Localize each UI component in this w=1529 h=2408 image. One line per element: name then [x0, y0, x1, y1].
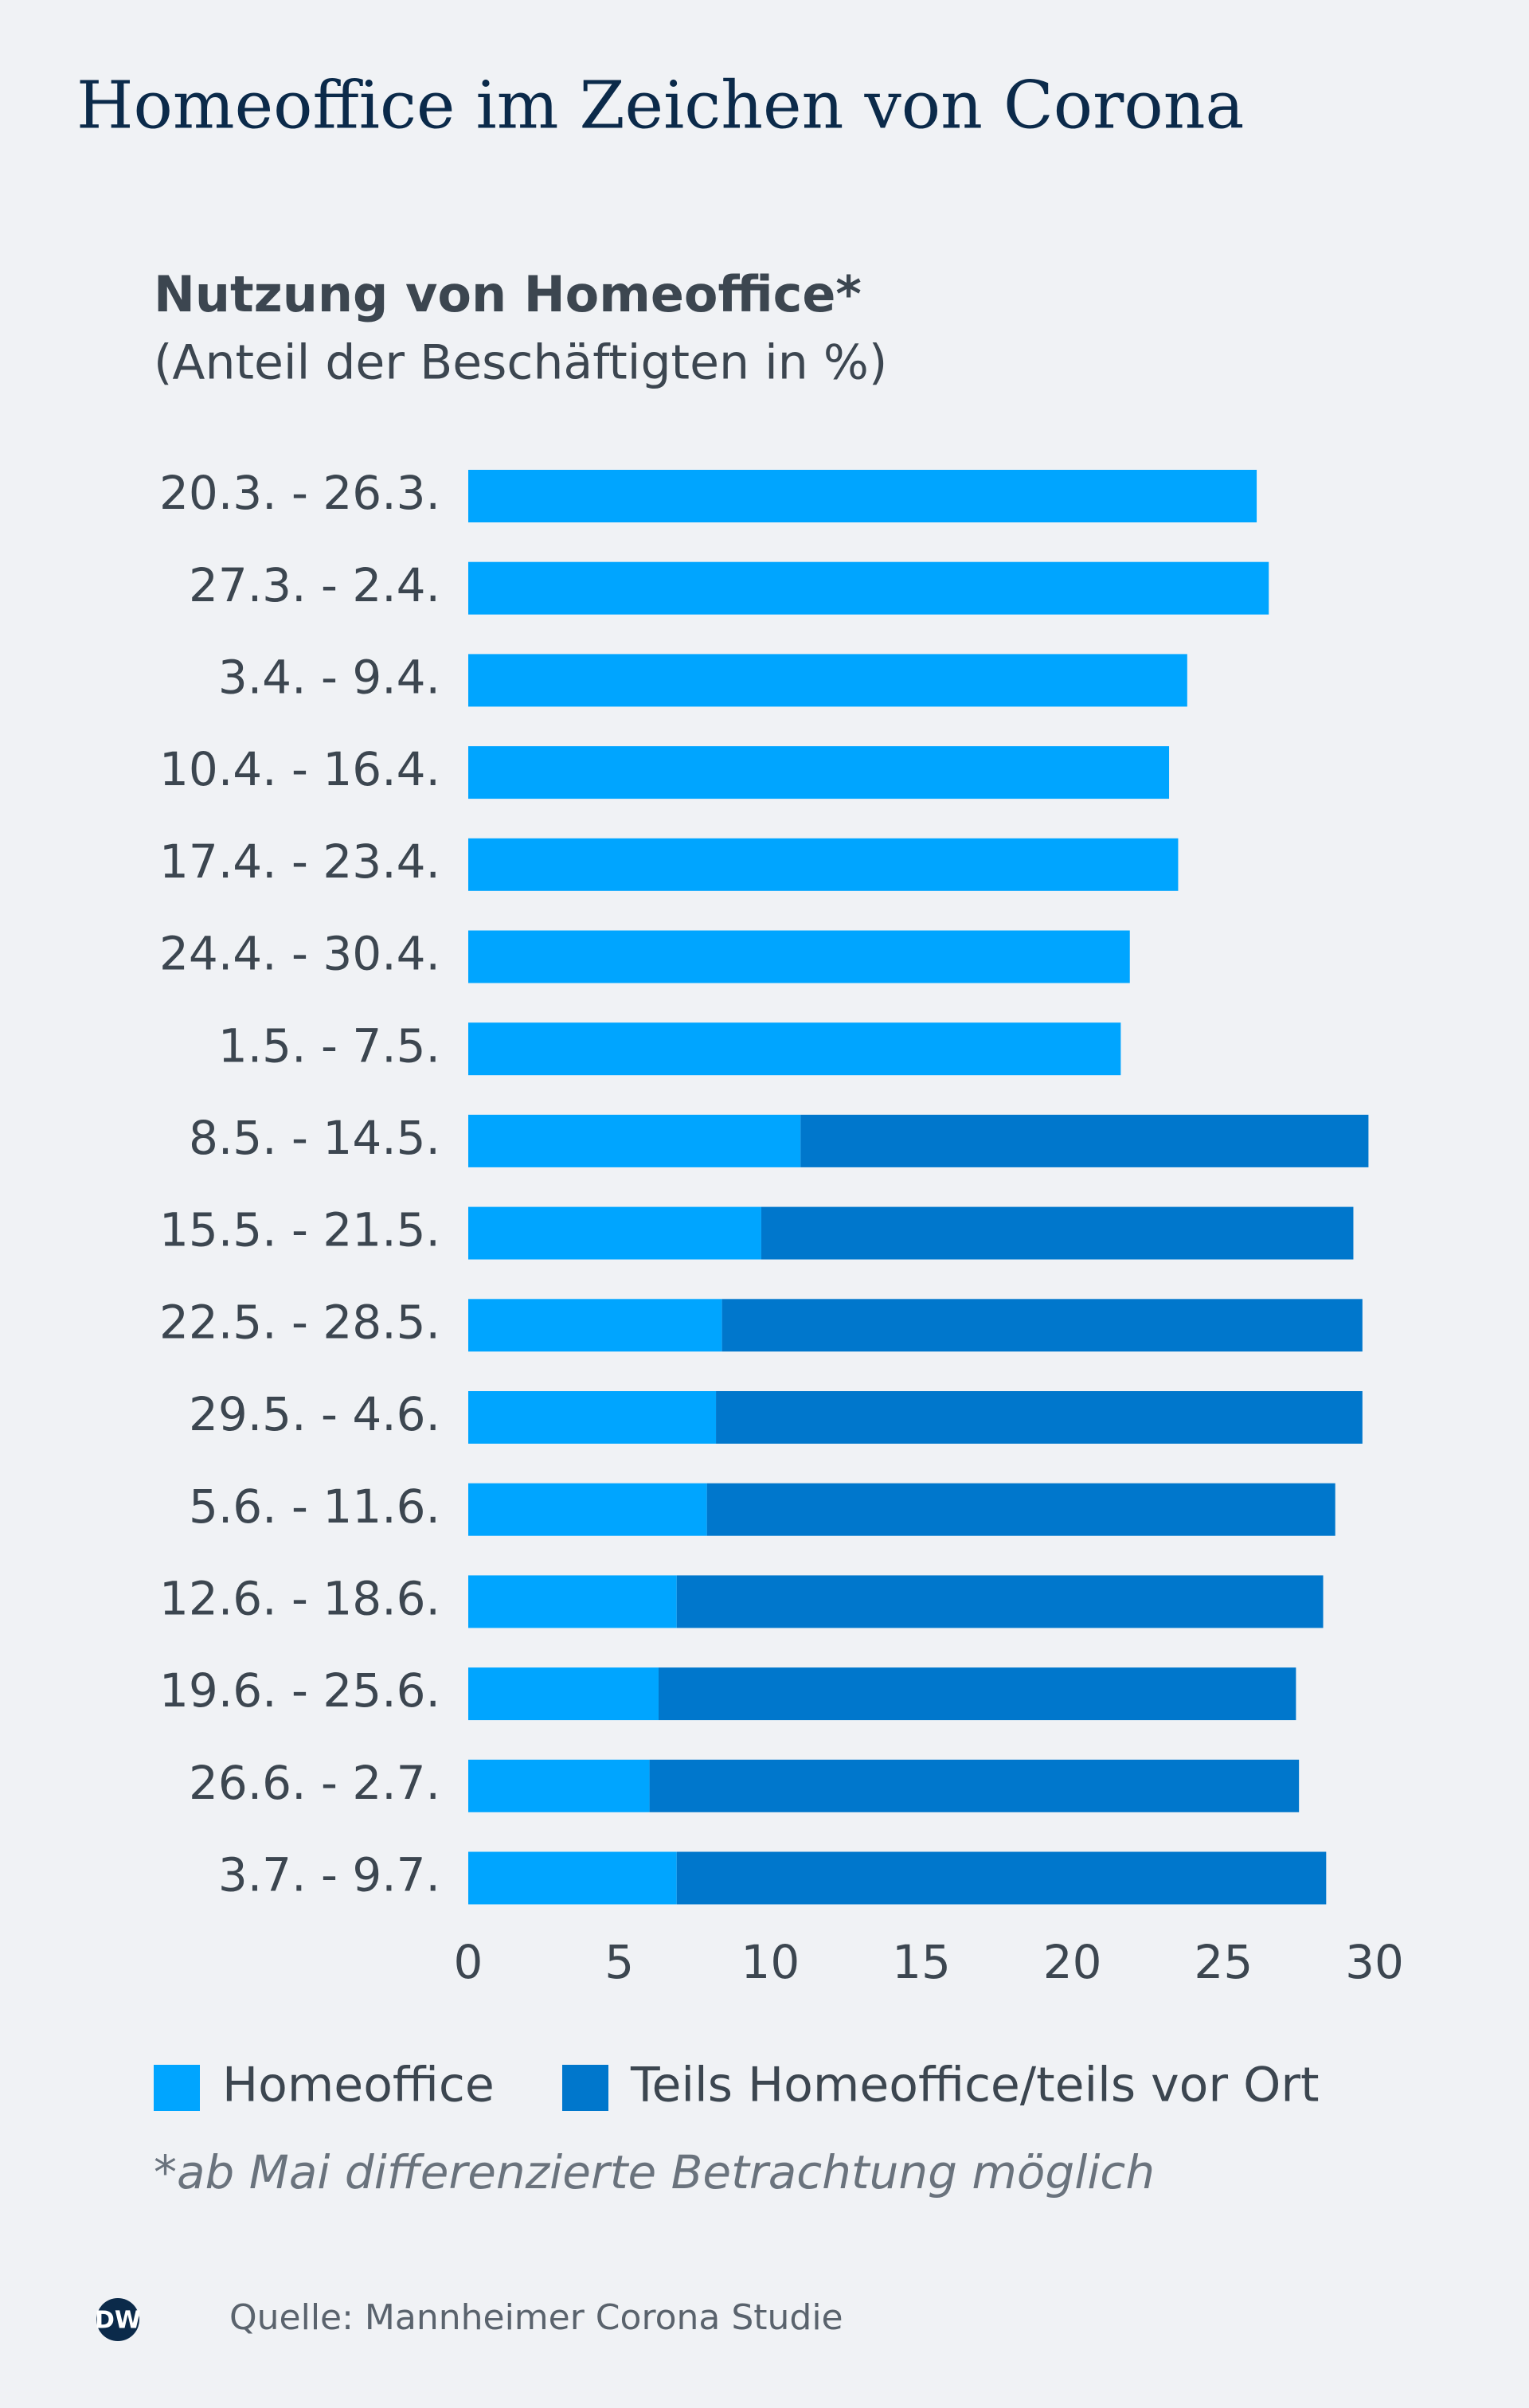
bar-segment [706, 1483, 1335, 1536]
bar-segment [716, 1391, 1363, 1444]
bar-segment [721, 1299, 1363, 1352]
y-tick-label: 10.4. - 16.4. [159, 742, 440, 796]
x-tick-label: 25 [1194, 1935, 1253, 1989]
chart-title: Homeoffice im Zeichen von Corona [76, 68, 1244, 144]
bar-segment [761, 1206, 1354, 1260]
bar-segment [800, 1114, 1369, 1167]
bar-segment [468, 1851, 677, 1905]
bar-segment [468, 1299, 722, 1352]
logo: DW [95, 2307, 141, 2335]
bar-segment [468, 1759, 650, 1812]
y-tick-label: 26.6. - 2.7. [189, 1756, 440, 1810]
legend-label: Homeoffice [222, 2058, 495, 2113]
bar-segment [468, 1206, 761, 1260]
legend-swatch [562, 2065, 608, 2111]
bar-segment [468, 561, 1269, 615]
x-tick-label: 15 [892, 1935, 951, 1989]
x-tick-label: 30 [1345, 1935, 1404, 1989]
y-tick-label: 8.5. - 14.5. [189, 1111, 440, 1165]
y-tick-label: 27.3. - 2.4. [189, 558, 440, 612]
chart-subtitle: Nutzung von Homeoffice* [154, 265, 862, 323]
bar-segment [468, 1483, 707, 1536]
bar-segment [468, 930, 1130, 983]
x-tick-label: 0 [454, 1935, 483, 1989]
bar-segment [468, 654, 1187, 707]
y-tick-label: 24.4. - 30.4. [159, 927, 440, 981]
bar-segment [468, 470, 1257, 522]
y-tick-label: 12.6. - 18.6. [159, 1572, 440, 1626]
bar-segment [649, 1759, 1300, 1812]
y-tick-label: 22.5. - 28.5. [159, 1295, 440, 1349]
y-tick-label: 17.4. - 23.4. [159, 835, 440, 889]
bar-segment [658, 1667, 1296, 1721]
y-tick-label: 5.6. - 11.6. [189, 1480, 440, 1534]
bar-segment [676, 1851, 1327, 1905]
footnote: *ab Mai differenzierte Betrachtung mögli… [154, 2145, 1155, 2199]
bar-segment [468, 1391, 717, 1444]
y-tick-label: 29.5. - 4.6. [189, 1387, 440, 1441]
x-tick-label: 20 [1043, 1935, 1102, 1989]
bar-segment [468, 1022, 1121, 1076]
bar-segment [676, 1575, 1324, 1628]
unit-label: (Anteil der Beschäftigten in %) [154, 335, 887, 391]
y-tick-label: 3.7. - 9.7. [218, 1848, 440, 1902]
source: Quelle: Mannheimer Corona Studie [229, 2297, 843, 2338]
bar-segment [468, 1667, 659, 1721]
y-tick-label: 3.4. - 9.4. [218, 651, 440, 705]
bar-segment [468, 838, 1179, 891]
y-tick-label: 19.6. - 25.6. [159, 1663, 440, 1718]
y-tick-label: 20.3. - 26.3. [159, 466, 440, 520]
bar-segment [468, 746, 1170, 799]
legend-label: Teils Homeoffice/teils vor Ort [630, 2058, 1320, 2113]
x-tick-label: 10 [741, 1935, 800, 1989]
y-tick-label: 1.5. - 7.5. [218, 1018, 440, 1073]
legend-swatch [154, 2065, 200, 2111]
bar-segment [468, 1575, 677, 1628]
bar-segment [468, 1114, 801, 1167]
y-tick-label: 15.5. - 21.5. [159, 1203, 440, 1257]
logo-badge [96, 2298, 139, 2341]
x-tick-label: 5 [604, 1935, 634, 1989]
